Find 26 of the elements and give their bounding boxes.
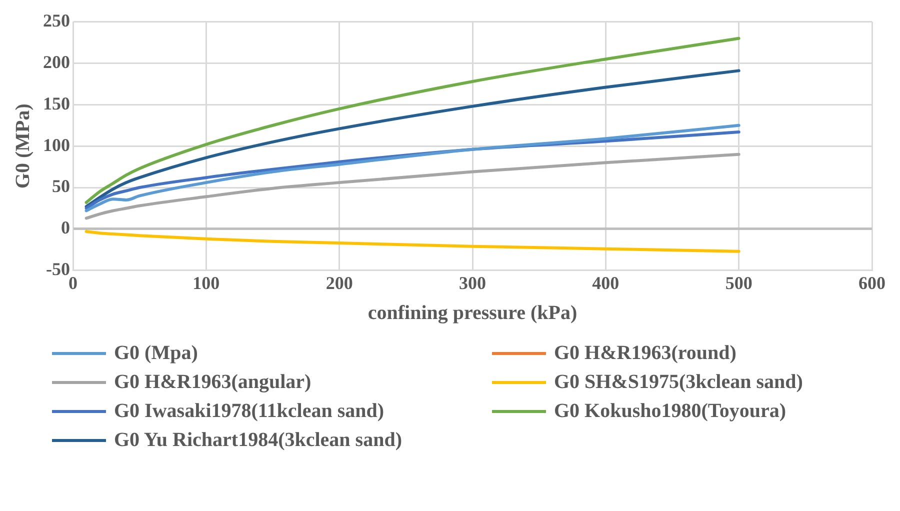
line-series: [84, 69, 740, 208]
line-series: [84, 36, 740, 204]
legend-label: G0 Kokusho1980(Toyoura): [554, 400, 786, 423]
x-tick-label: 100: [192, 272, 220, 293]
x-tick-label: 600: [858, 272, 886, 293]
x-axis-title: confining pressure (kPa): [368, 302, 578, 324]
line-series: [84, 152, 740, 220]
y-tick-label: 200: [43, 52, 70, 72]
x-tick-label: 200: [326, 272, 353, 293]
y-tick-label: 0: [61, 218, 70, 238]
y-tick-label: -50: [46, 259, 70, 280]
legend-label: G0 SH&S1975(3kclean sand): [554, 371, 803, 394]
legend-label: G0 H&R1963(angular): [114, 371, 312, 394]
legend-label: G0 H&R1963(round): [554, 342, 736, 365]
x-tick-label: 400: [592, 272, 620, 293]
x-tick-label: 500: [725, 272, 752, 293]
y-axis-title: G0 (MPa): [12, 104, 34, 189]
x-tick-label: 300: [459, 272, 486, 293]
y-tick-label: 150: [43, 93, 70, 114]
legend-label: G0 Yu Richart1984(3kclean sand): [114, 429, 402, 452]
y-tick-label: 250: [43, 10, 70, 30]
legend-label: G0 (Mpa): [114, 342, 198, 365]
y-tick-label: 50: [52, 176, 70, 196]
legend-label: G0 Iwasaki1978(11kclean sand): [114, 400, 384, 423]
line-series: [84, 230, 740, 253]
y-tick-label: 100: [43, 134, 70, 155]
